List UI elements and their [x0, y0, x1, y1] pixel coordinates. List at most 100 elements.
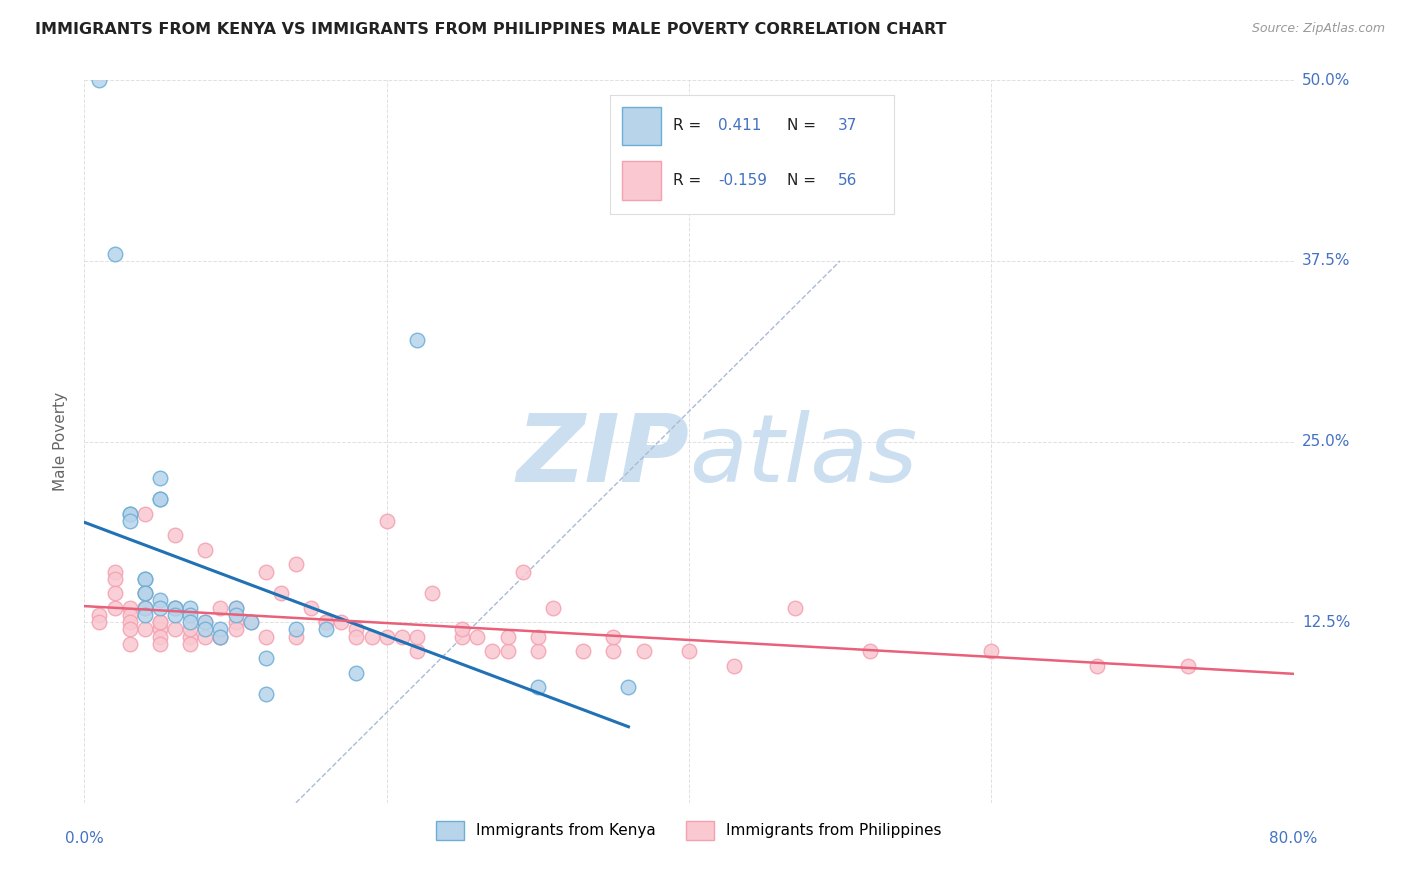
Point [602, 630, 624, 644]
Point [315, 615, 337, 630]
Point [118, 507, 141, 521]
Point [254, 630, 277, 644]
Point [165, 600, 187, 615]
Point [104, 600, 127, 615]
Point [209, 630, 232, 644]
Point [1177, 658, 1199, 673]
Point [134, 507, 156, 521]
Point [194, 623, 217, 637]
Point [239, 615, 262, 630]
Point [134, 586, 156, 600]
Point [451, 623, 474, 637]
Point [285, 558, 308, 572]
Point [420, 586, 443, 600]
Point [194, 615, 217, 630]
Point [633, 644, 655, 658]
Point [149, 623, 172, 637]
Text: 0.0%: 0.0% [65, 830, 104, 846]
Point [254, 651, 277, 665]
Point [783, 600, 806, 615]
Point [375, 630, 398, 644]
Point [179, 630, 201, 644]
Point [179, 615, 201, 630]
Point [209, 630, 232, 644]
Text: atlas: atlas [689, 410, 917, 501]
Point [225, 600, 247, 615]
Point [89, 607, 111, 622]
Point [285, 630, 308, 644]
Text: ZIP: ZIP [516, 410, 689, 502]
Point [467, 630, 489, 644]
Point [149, 615, 172, 630]
Point [118, 514, 141, 528]
Point [118, 600, 141, 615]
Point [330, 615, 353, 630]
Point [134, 600, 156, 615]
Point [254, 687, 277, 701]
Point [723, 658, 745, 673]
Point [602, 644, 624, 658]
Point [285, 623, 308, 637]
Point [165, 528, 187, 542]
Point [346, 623, 368, 637]
Text: Source: ZipAtlas.com: Source: ZipAtlas.com [1251, 22, 1385, 36]
Point [165, 600, 187, 615]
Point [179, 623, 201, 637]
Point [299, 600, 322, 615]
Point [194, 542, 217, 557]
Point [118, 607, 141, 622]
Point [572, 644, 595, 658]
Y-axis label: Male Poverty: Male Poverty [53, 392, 69, 491]
Point [406, 630, 429, 644]
Point [134, 586, 156, 600]
Point [239, 615, 262, 630]
Text: 80.0%: 80.0% [1270, 830, 1317, 846]
Point [451, 630, 474, 644]
Point [89, 615, 111, 630]
Point [179, 607, 201, 622]
Point [225, 615, 247, 630]
Point [980, 644, 1002, 658]
Point [1085, 658, 1108, 673]
Point [165, 607, 187, 622]
Point [527, 680, 550, 694]
Point [118, 623, 141, 637]
Point [104, 572, 127, 586]
Point [149, 600, 172, 615]
Point [527, 630, 550, 644]
Point [149, 615, 172, 630]
Point [209, 600, 232, 615]
Point [179, 637, 201, 651]
Point [346, 630, 368, 644]
Point [134, 607, 156, 622]
Point [209, 623, 232, 637]
Point [225, 607, 247, 622]
Point [270, 586, 292, 600]
Point [104, 565, 127, 579]
Point [118, 637, 141, 651]
Point [149, 492, 172, 507]
Point [134, 572, 156, 586]
Point [346, 665, 368, 680]
Point [375, 514, 398, 528]
Point [149, 637, 172, 651]
Point [496, 630, 519, 644]
Point [678, 644, 700, 658]
Text: IMMIGRANTS FROM KENYA VS IMMIGRANTS FROM PHILIPPINES MALE POVERTY CORRELATION CH: IMMIGRANTS FROM KENYA VS IMMIGRANTS FROM… [35, 22, 946, 37]
Point [512, 565, 534, 579]
Point [134, 586, 156, 600]
Point [315, 623, 337, 637]
Point [391, 630, 413, 644]
Point [496, 644, 519, 658]
Point [859, 644, 882, 658]
Point [149, 593, 172, 607]
Point [360, 630, 382, 644]
Point [194, 630, 217, 644]
Point [406, 644, 429, 658]
Text: 37.5%: 37.5% [1302, 253, 1350, 268]
Point [225, 623, 247, 637]
Point [541, 600, 564, 615]
Point [134, 600, 156, 615]
Text: 12.5%: 12.5% [1302, 615, 1350, 630]
Point [315, 615, 337, 630]
